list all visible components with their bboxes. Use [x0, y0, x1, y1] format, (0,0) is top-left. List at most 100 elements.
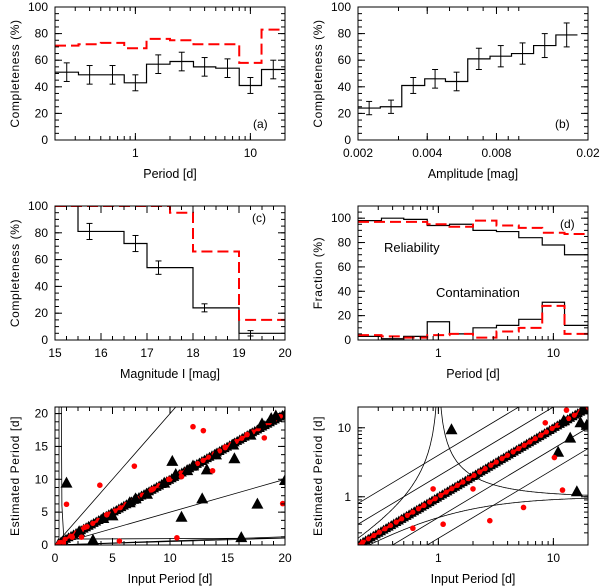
- y-axis-label: Completeness (%): [311, 19, 325, 127]
- y-tick-label: 1: [344, 490, 351, 504]
- panel-label: (d): [560, 217, 575, 231]
- alias-curve: [368, 497, 588, 545]
- triangle-marker: [557, 414, 570, 426]
- triangle-marker: [552, 445, 565, 457]
- triangle-marker: [60, 476, 73, 488]
- circle-marker: [504, 452, 511, 458]
- series-red: [55, 28, 285, 64]
- panel-c: 15 16 17 18 19 20 0 20 40 60 80 100 Magnitude I [mag…: [8, 199, 292, 381]
- circle-marker: [200, 427, 207, 434]
- alias-curve: [358, 407, 588, 539]
- x-tick-label: 20: [278, 551, 292, 565]
- circle-marker: [415, 506, 422, 512]
- x-tick-label: 10: [547, 346, 561, 360]
- x-tick-label: 10: [163, 551, 177, 565]
- x-tick-label: 0: [52, 551, 59, 565]
- circle-marker: [430, 486, 436, 492]
- circle-marker: [538, 432, 544, 438]
- triangle-marker: [227, 438, 240, 450]
- circle-marker: [200, 457, 206, 463]
- circle-marker: [371, 532, 377, 539]
- circle-marker: [57, 539, 63, 545]
- x-tick-label: 5: [109, 551, 116, 565]
- y-axis-label: Estimated Period [d]: [8, 416, 22, 536]
- circle-marker: [410, 525, 416, 532]
- y-tick-label: 80: [338, 236, 352, 250]
- y-tick-label: 0: [344, 333, 351, 347]
- circle-marker: [131, 463, 138, 469]
- circle-marker: [488, 462, 494, 468]
- circle-marker: [82, 524, 88, 531]
- triangle-marker: [564, 431, 577, 443]
- panel-label: (a): [253, 117, 268, 131]
- y-tick-label: 80: [35, 27, 49, 41]
- y-axis-label: Completeness (%): [8, 19, 22, 127]
- circle-marker: [471, 472, 477, 478]
- y-tick-label: 80: [35, 226, 49, 240]
- circle-marker: [90, 520, 96, 527]
- triangle-marker: [235, 531, 248, 543]
- x-tick-label: 10: [547, 551, 561, 565]
- circle-marker: [404, 512, 410, 519]
- triangle-marker: [577, 407, 588, 415]
- triangle-marker: [141, 487, 153, 499]
- triangle-marker: [187, 459, 199, 471]
- y-tick-label: 40: [35, 279, 49, 293]
- y-tick-label: 20: [35, 306, 49, 320]
- triangle-marker: [200, 463, 213, 475]
- circle-marker: [116, 538, 123, 544]
- x-tick-label: 18: [186, 346, 200, 360]
- y-tick-label: 80: [338, 27, 352, 41]
- circle-marker: [393, 519, 399, 525]
- y-axis-label: Fraction (%): [311, 237, 325, 310]
- plot-area-f: [358, 407, 588, 545]
- circle-marker: [148, 487, 155, 493]
- circle-marker: [520, 504, 527, 511]
- y-tick-label: 100: [331, 0, 351, 14]
- triangle-marker: [129, 492, 142, 504]
- circle-marker: [465, 476, 472, 482]
- circle-marker: [438, 492, 444, 498]
- y-tick-label: 5: [41, 505, 48, 519]
- triangle-marker: [580, 418, 588, 430]
- series-reliability-red: [358, 219, 588, 236]
- x-axis-label: Period [d]: [143, 167, 197, 181]
- alias-line: [358, 407, 520, 504]
- circle-marker: [78, 534, 85, 540]
- circle-marker: [261, 435, 268, 441]
- y-tick-label: 40: [338, 80, 352, 94]
- y-tick-label: 60: [338, 53, 352, 67]
- x-tick-label: 15: [48, 346, 62, 360]
- circle-marker: [365, 536, 371, 542]
- y-tick-label: 20: [35, 106, 49, 120]
- y-tick-label: 60: [35, 53, 49, 67]
- y-tick-label: 0: [344, 133, 351, 147]
- y-tick-label: 60: [35, 253, 49, 267]
- y-axis-label: Completeness (%): [8, 219, 22, 327]
- triangle-marker: [445, 423, 458, 435]
- x-tick-label: 20: [278, 346, 292, 360]
- circle-marker: [97, 482, 103, 489]
- x-axis-label: Magnitude I [mag]: [120, 367, 220, 381]
- circle-marker: [244, 431, 250, 438]
- circle-marker: [217, 448, 223, 454]
- circle-marker: [421, 502, 427, 509]
- x-tick-label: 0.008: [481, 146, 511, 160]
- y-tick-label: 100: [28, 199, 48, 213]
- triangle-marker: [181, 464, 194, 476]
- triangle-marker: [574, 416, 587, 428]
- circle-marker: [222, 444, 228, 450]
- y-tick-label: 100: [28, 0, 48, 14]
- triangle-marker: [106, 509, 119, 521]
- y-tick-label: 20: [35, 407, 49, 421]
- circle-marker: [549, 425, 555, 432]
- x-tick-label: 15: [221, 551, 235, 565]
- x-tick-label: 19: [232, 346, 246, 360]
- y-tick-label: 20: [338, 106, 352, 120]
- circle-marker: [454, 482, 460, 488]
- circle-marker: [482, 466, 488, 472]
- x-tick-label: 1: [435, 551, 442, 565]
- circle-marker: [103, 511, 110, 518]
- circle-marker: [443, 489, 449, 495]
